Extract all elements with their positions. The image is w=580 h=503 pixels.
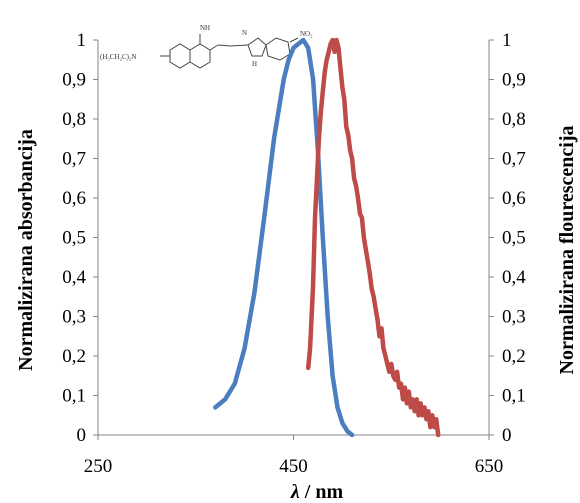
x-tick-label: 250	[84, 456, 113, 477]
y-left-tick-label: 0,5	[62, 228, 86, 249]
y-right-tick-label: 0,2	[502, 346, 526, 367]
mol-bond-1	[209, 44, 219, 51]
y-left-tick-label: 0,9	[62, 70, 86, 91]
y-left-tick-label: 0,2	[62, 346, 86, 367]
y-left-tick-label: 0,3	[62, 307, 86, 328]
y-left-tick-label: 0,7	[62, 149, 86, 170]
y-right-tick-label: 0,1	[502, 386, 526, 407]
mol-label-nitro: NO₂	[300, 30, 313, 38]
absorbance-series-line	[213, 37, 355, 438]
mol-label-imine: NH	[200, 24, 210, 32]
mol-bond-3	[229, 44, 249, 47]
x-tick-label: 450	[279, 456, 308, 477]
mol-ring-1	[169, 43, 191, 69]
x-tick-label: 650	[475, 456, 504, 477]
y-axis-left-title: Normalizirana absorbancija	[15, 129, 37, 371]
axes: 0 0 0,1 0,1 0,2 0,2 0,3 0,3 0,4 0,4 0,5 0,5 0,6 0,6 0,…	[62, 30, 526, 477]
y-right-tick-label: 0,6	[502, 188, 526, 209]
mol-ring-3	[247, 37, 267, 57]
molecule-structure	[160, 34, 299, 69]
y-left-tick-label: 0,8	[62, 109, 86, 130]
y-left-tick-label: 0,1	[62, 386, 86, 407]
y-right-tick-label: 0,8	[502, 109, 526, 130]
x-axis-title-symbol: λ	[290, 481, 300, 503]
y-axis-right-title: Normalizirana flourescencija	[556, 125, 578, 374]
y-left-tick-label: 0,6	[62, 188, 86, 209]
y-left-tick-label: 0	[77, 425, 87, 446]
y-right-tick-label: 0,9	[502, 70, 526, 91]
y-right-tick-label: 0,7	[502, 149, 526, 170]
mol-label-h: H	[252, 60, 257, 68]
mol-ring-2	[189, 43, 211, 69]
y-right-tick-label: 0,5	[502, 228, 526, 249]
mol-bond-2	[217, 44, 231, 47]
y-left-tick-label: 1	[77, 30, 87, 51]
mol-bond-5	[289, 37, 299, 43]
y-right-tick-label: 0	[502, 425, 512, 446]
y-right-tick-label: 0,3	[502, 307, 526, 328]
x-axis-title-unit: / nm	[300, 481, 344, 503]
x-axis-title: λ / nm	[290, 481, 344, 503]
mol-label-n: N	[242, 29, 247, 37]
fluorescence-series-line	[305, 37, 441, 438]
mol-ring-4	[265, 37, 291, 61]
mol-label-amine: (H₃CH₂C)₂N	[100, 53, 137, 61]
series-group	[213, 37, 441, 438]
y-right-tick-label: 1	[502, 30, 512, 51]
y-right-tick-label: 0,4	[502, 267, 526, 288]
y-left-tick-label: 0,4	[62, 267, 86, 288]
